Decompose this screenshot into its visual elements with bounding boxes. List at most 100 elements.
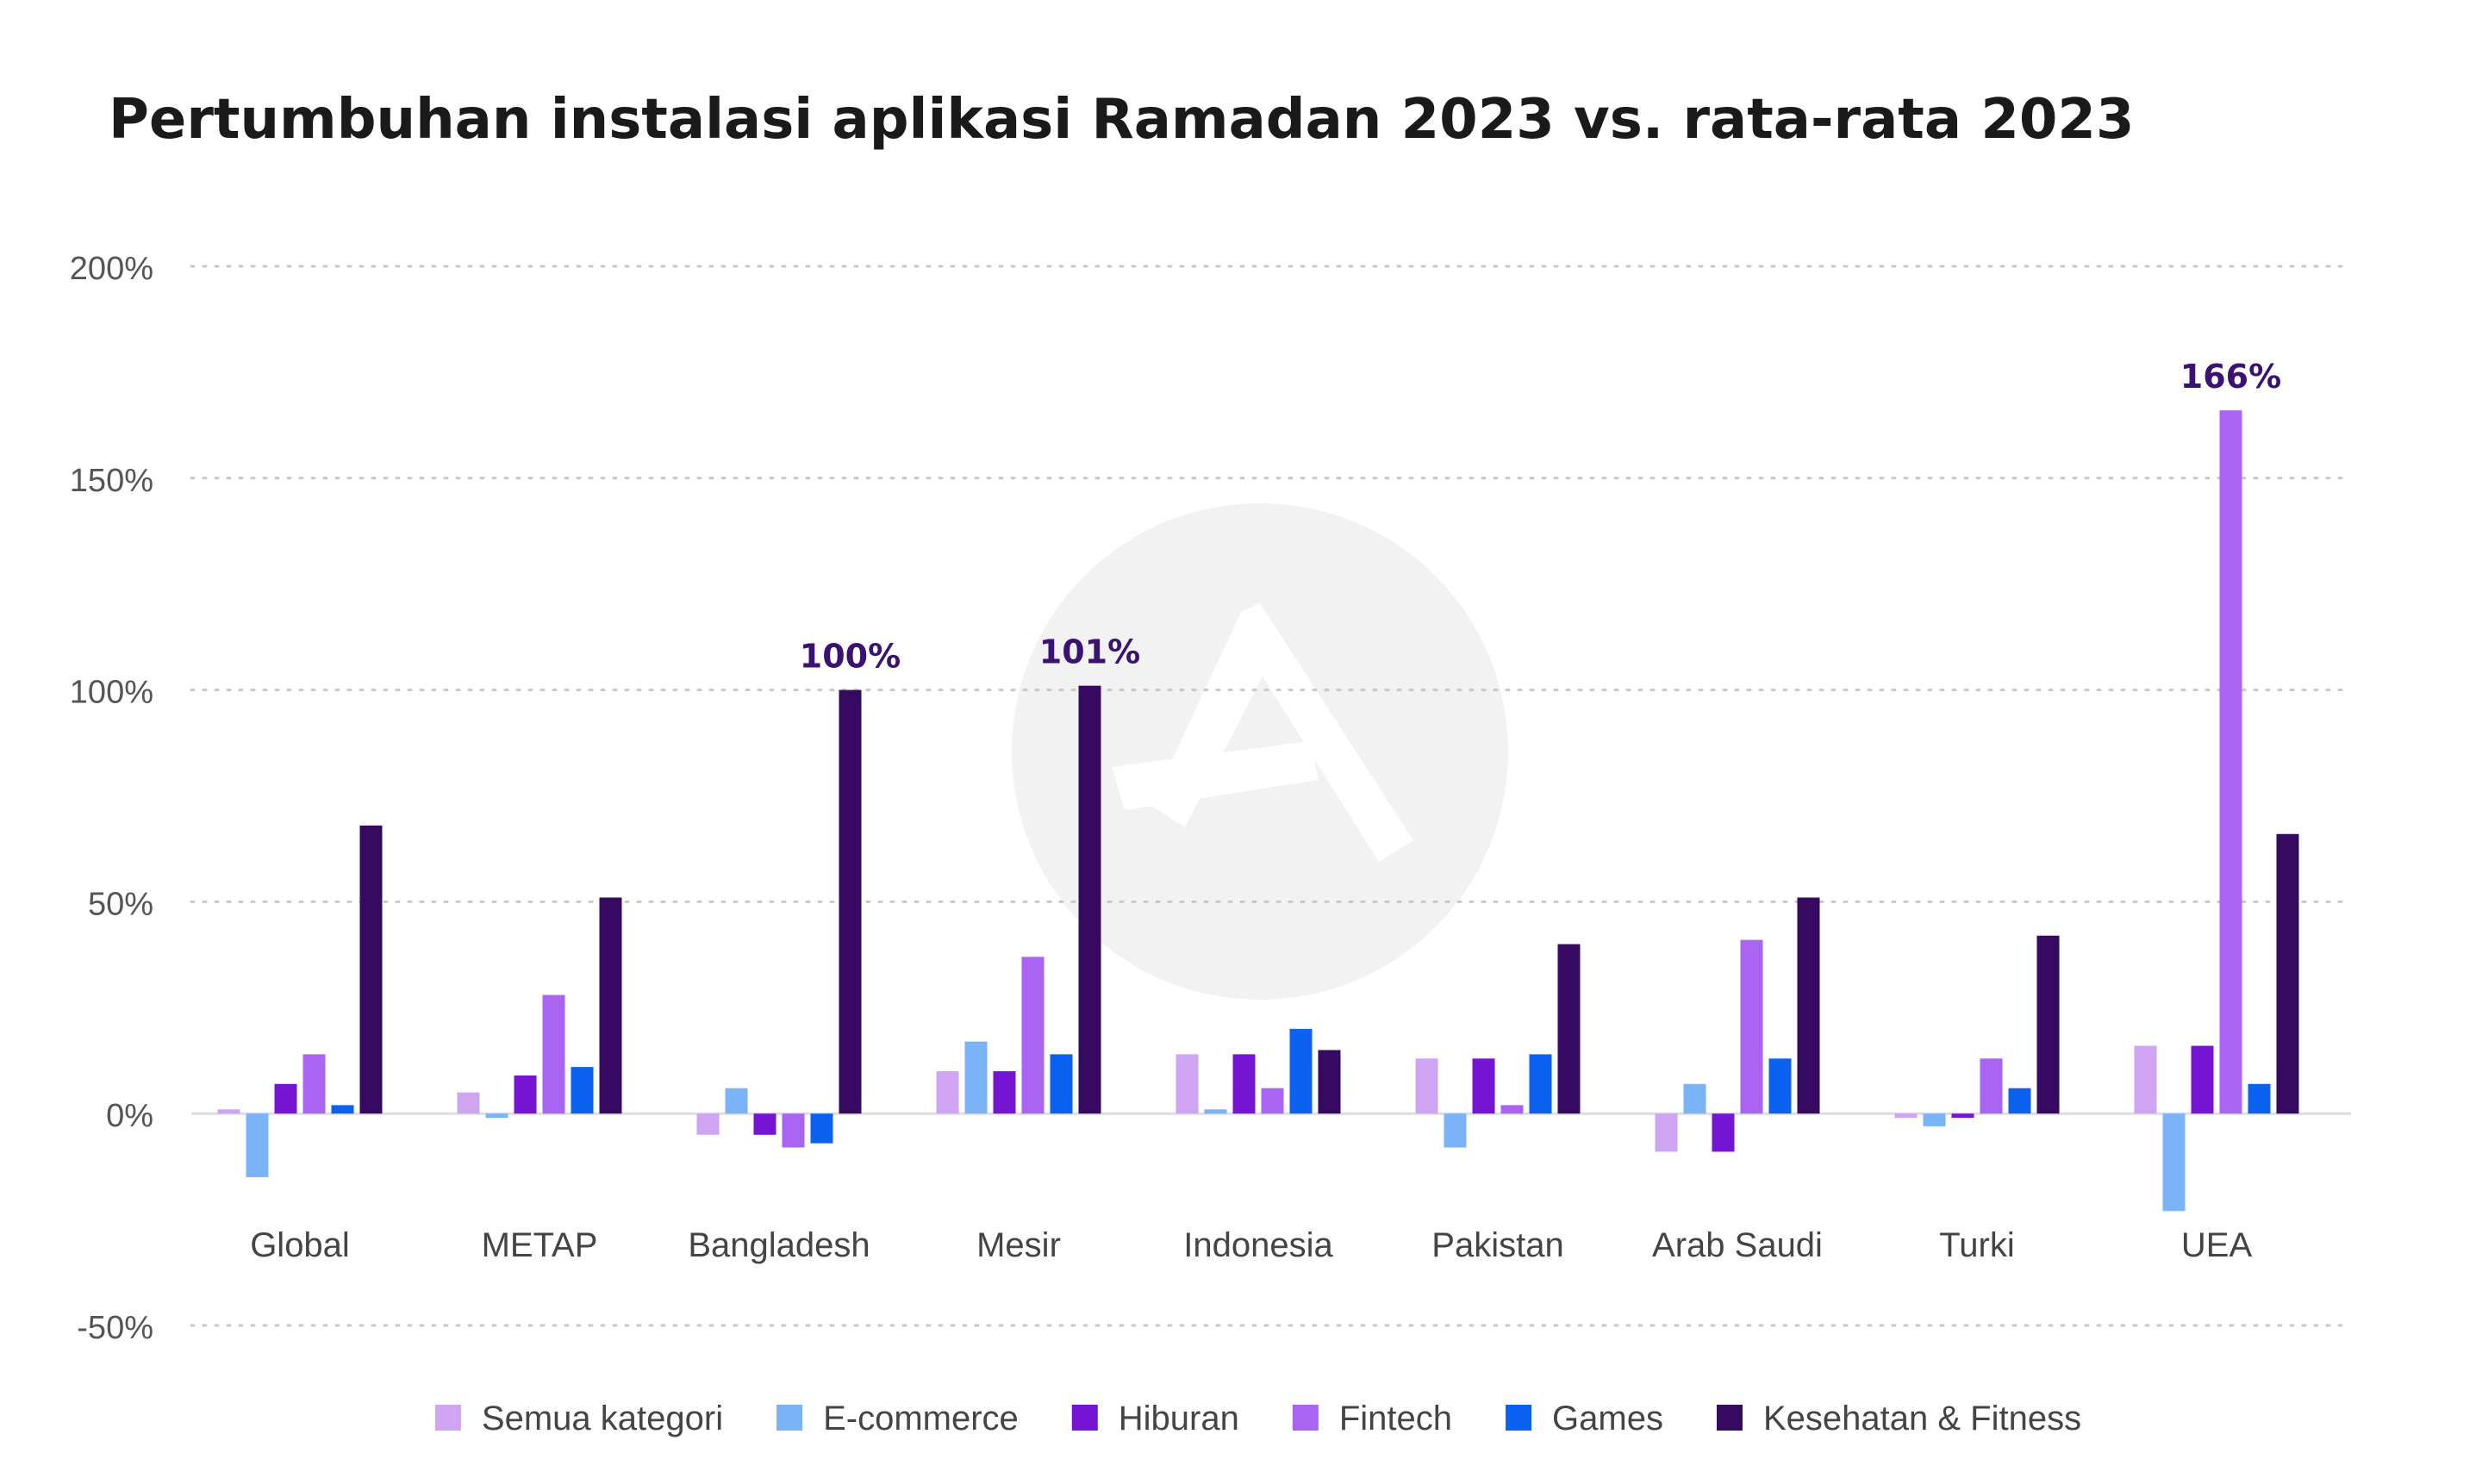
bar	[2248, 1083, 2271, 1114]
x-category-label: Mesir	[976, 1226, 1061, 1264]
y-axis-ticks: 200% 150% 100% 50% 0% -50%	[70, 251, 153, 1346]
legend-item: Semua kategori	[434, 1400, 723, 1437]
bar	[302, 1054, 326, 1114]
legend-label: Hiburan	[1119, 1400, 1239, 1437]
bar	[1415, 1058, 1438, 1114]
bar	[514, 1075, 537, 1114]
legend-swatch	[1292, 1405, 1319, 1431]
bar	[1923, 1113, 1946, 1126]
bar	[217, 1109, 240, 1114]
legend-item: Hiburan	[1071, 1400, 1239, 1437]
bar	[1557, 944, 1581, 1114]
bar	[2162, 1113, 2186, 1212]
bar	[331, 1105, 354, 1114]
bar	[1951, 1113, 1974, 1119]
bar	[1050, 1054, 1073, 1114]
data-label: 100%	[800, 638, 901, 676]
bar	[1176, 1054, 1199, 1114]
legend-item: Games	[1506, 1400, 1663, 1437]
bar	[810, 1113, 833, 1144]
logo-watermark	[1012, 503, 1508, 1000]
bar	[542, 995, 565, 1114]
bar	[1683, 1083, 1706, 1114]
legend-swatch	[776, 1405, 803, 1431]
data-label: 166%	[2180, 358, 2281, 396]
annotations: 100% 101% 166%	[800, 358, 2281, 675]
legend-swatch	[1506, 1405, 1532, 1431]
y-tick-label: -50%	[77, 1310, 153, 1346]
y-tick-label: 50%	[88, 886, 153, 922]
legend-label: E-commerce	[823, 1400, 1019, 1437]
x-category-label: Arab Saudi	[1652, 1226, 1823, 1264]
bar	[1980, 1058, 2003, 1114]
bar	[1529, 1054, 1552, 1114]
legend-swatch	[1071, 1405, 1098, 1431]
bar	[1021, 957, 1045, 1114]
bar	[2191, 1045, 2214, 1114]
bar	[1289, 1028, 1313, 1114]
y-tick-label: 200%	[70, 251, 153, 287]
bar	[1444, 1113, 1467, 1148]
bar	[725, 1088, 748, 1114]
bar	[782, 1113, 805, 1148]
legend-swatch	[1716, 1405, 1743, 1431]
legend-label: Games	[1552, 1400, 1663, 1437]
bar	[1740, 939, 1763, 1114]
bar	[964, 1041, 988, 1114]
bar	[599, 897, 622, 1114]
legend-label: Kesehatan & Fitness	[1763, 1400, 2081, 1437]
bar	[1472, 1058, 1495, 1114]
bars	[217, 410, 2299, 1212]
bar	[993, 1071, 1016, 1114]
legend-swatch	[434, 1405, 461, 1431]
bar	[696, 1113, 720, 1135]
bar	[1318, 1050, 1341, 1114]
x-category-label: METAP	[482, 1226, 598, 1264]
x-category-label: Bangladesh	[688, 1226, 870, 1264]
legend-item: Kesehatan & Fitness	[1716, 1400, 2081, 1437]
bar	[1797, 897, 1820, 1114]
bar	[2276, 833, 2299, 1114]
bar	[2219, 410, 2242, 1114]
data-label: 101%	[1039, 633, 1140, 671]
bar	[1261, 1088, 1284, 1114]
x-category-label: Indonesia	[1183, 1226, 1333, 1264]
x-category-label: Pakistan	[1431, 1226, 1563, 1264]
bar	[1768, 1058, 1792, 1114]
x-category-label: Turki	[1939, 1226, 2014, 1264]
bar	[1894, 1113, 1918, 1119]
x-category-label: Global	[250, 1226, 350, 1264]
legend-label: Semua kategori	[482, 1400, 723, 1437]
legend-item: E-commerce	[776, 1400, 1019, 1437]
bar	[571, 1067, 594, 1114]
bar	[1655, 1113, 1678, 1152]
bar	[485, 1113, 508, 1119]
bar	[1232, 1054, 1256, 1114]
y-tick-label: 100%	[70, 675, 153, 711]
bar	[1500, 1105, 1524, 1114]
x-axis-categories: Global METAP Bangladesh Mesir Indonesia Pakis…	[250, 1226, 2252, 1264]
chart-title: Pertumbuhan instalasi aplikasi Ramadan 2…	[109, 88, 2134, 152]
y-tick-label: 150%	[70, 463, 153, 499]
bar	[1204, 1109, 1227, 1114]
bar	[2008, 1088, 2031, 1114]
watermark-logo-icon	[1112, 603, 1413, 862]
y-tick-label: 0%	[106, 1098, 153, 1134]
bar	[1078, 685, 1101, 1114]
legend-label: Fintech	[1339, 1400, 1452, 1437]
bar	[246, 1113, 269, 1177]
bar	[839, 689, 862, 1114]
bar	[457, 1092, 480, 1114]
bar	[936, 1071, 959, 1114]
bar	[1712, 1113, 1735, 1152]
legend: Semua kategori E-commerce Hiburan Fintech Ga…	[434, 1400, 2081, 1437]
x-category-label: UEA	[2181, 1226, 2253, 1264]
bar	[274, 1083, 297, 1114]
bar	[2134, 1045, 2157, 1114]
legend-item: Fintech	[1292, 1400, 1452, 1437]
bar	[359, 825, 383, 1114]
bar	[2036, 935, 2060, 1114]
bar	[753, 1113, 776, 1135]
